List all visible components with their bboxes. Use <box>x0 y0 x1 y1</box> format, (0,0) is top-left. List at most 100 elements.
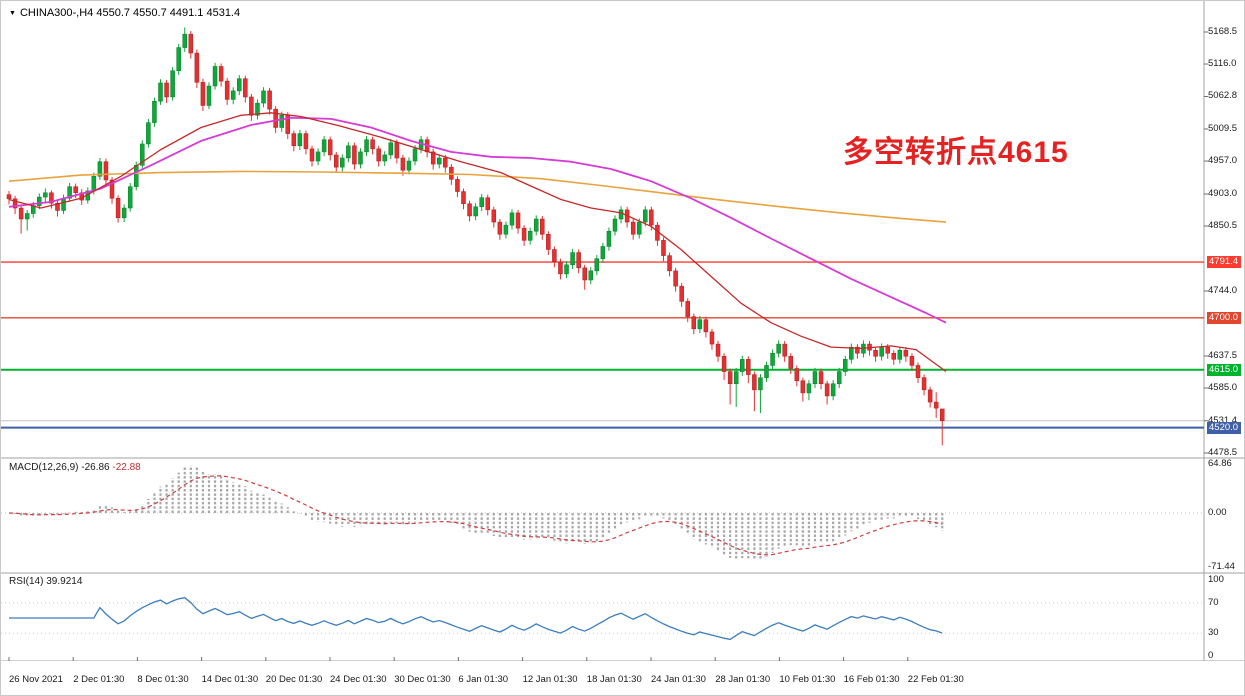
candle <box>279 111 284 132</box>
candle <box>679 283 684 307</box>
candle <box>770 349 775 370</box>
candle <box>570 248 575 270</box>
candle <box>485 194 490 216</box>
candle <box>297 129 303 151</box>
candle <box>188 31 194 59</box>
candle <box>406 157 412 175</box>
price-label: 5062.8 <box>1208 90 1238 102</box>
candle <box>340 154 345 172</box>
candle <box>400 154 406 176</box>
candle <box>370 136 375 155</box>
candle <box>291 130 297 152</box>
candle <box>764 361 769 382</box>
date-label: 30 Dec 01:30 <box>394 674 451 685</box>
candle <box>939 408 945 446</box>
rsi-name: RSI(14) <box>9 576 44 587</box>
date-label: 10 Feb 01:30 <box>779 674 836 685</box>
macd-axis-label: 0.00 <box>1208 507 1227 518</box>
candle <box>37 193 42 210</box>
candle <box>364 136 369 157</box>
candle <box>618 206 624 224</box>
candle <box>249 93 254 121</box>
date-label: 14 Dec 01:30 <box>201 674 259 685</box>
candle <box>394 139 400 164</box>
candle <box>43 188 48 203</box>
candle <box>388 139 394 160</box>
candle <box>655 222 660 246</box>
price-label: 5116.0 <box>1208 58 1237 70</box>
price-label: 5168.5 <box>1208 26 1238 37</box>
candle <box>758 373 763 414</box>
candle <box>703 316 709 338</box>
candle <box>661 237 666 262</box>
candle <box>67 183 72 202</box>
candle <box>509 209 515 230</box>
candle <box>624 206 630 228</box>
candle <box>315 148 321 166</box>
rsi-axis-label: 0 <box>1208 650 1214 661</box>
candle <box>352 142 357 170</box>
candle <box>909 353 915 371</box>
candle <box>346 142 351 163</box>
candle <box>424 136 430 158</box>
candle <box>806 380 812 401</box>
candle <box>685 298 690 323</box>
date-label: 26 Nov 2021 <box>9 674 63 685</box>
candle <box>673 267 678 292</box>
date-label: 28 Jan 01:30 <box>715 674 771 685</box>
candle <box>321 136 327 157</box>
candle <box>515 209 521 234</box>
price-badge: 4700.0 <box>1207 311 1242 324</box>
candle <box>824 380 830 405</box>
candle <box>327 136 333 161</box>
candle <box>576 249 581 274</box>
candle <box>721 353 727 381</box>
price-label: 4585.0 <box>1208 382 1238 394</box>
chart-annotation[interactable]: 多空转折点4615 <box>843 136 1069 169</box>
candle <box>479 193 484 212</box>
rsi-axis-label: 30 <box>1208 627 1219 639</box>
candle <box>176 43 181 76</box>
price-label: 4744.0 <box>1208 285 1238 296</box>
rsi-value: 39.9214 <box>46 576 83 587</box>
macd-histogram <box>13 465 944 560</box>
candle <box>24 209 30 231</box>
candle <box>267 87 272 115</box>
macd-value-signal: -22.88 <box>112 462 141 473</box>
candle <box>836 367 842 389</box>
candle <box>103 158 109 185</box>
candle <box>182 27 187 52</box>
chevron-down-icon[interactable]: ▼ <box>9 10 16 17</box>
candle <box>437 154 442 169</box>
candle <box>467 200 472 222</box>
candle <box>12 195 18 215</box>
price-label: 4531.4 <box>1208 414 1238 426</box>
candle <box>849 343 854 364</box>
candle <box>740 355 745 376</box>
candle <box>127 183 133 212</box>
candle <box>285 112 291 140</box>
date-label: 22 Feb 01:30 <box>907 674 964 685</box>
candle <box>473 203 478 221</box>
chart-canvas[interactable] <box>1 1 1245 661</box>
candle <box>540 215 545 240</box>
candle <box>733 367 739 407</box>
candle <box>115 195 121 223</box>
price-axis: 5168.5 5116.0 5062.8 5009.5 4957.0 4903.0 4850… <box>1206 1 1244 661</box>
rsi-axis-label: 100 <box>1208 574 1224 585</box>
price-label: 4478.5 <box>1208 447 1238 458</box>
price-label: 4903.0 <box>1208 187 1238 199</box>
candle <box>746 356 751 384</box>
candle <box>533 215 539 236</box>
candle <box>588 267 594 285</box>
candle <box>855 344 860 359</box>
rsi-level-lines <box>1 602 1204 634</box>
axis-ticks <box>1204 31 1208 454</box>
candle <box>582 264 587 290</box>
price-label: 5009.5 <box>1208 123 1238 134</box>
ma-fast-line <box>8 112 947 373</box>
candle <box>376 145 381 167</box>
date-label: 6 Jan 01:30 <box>458 674 509 685</box>
candle <box>212 62 218 90</box>
